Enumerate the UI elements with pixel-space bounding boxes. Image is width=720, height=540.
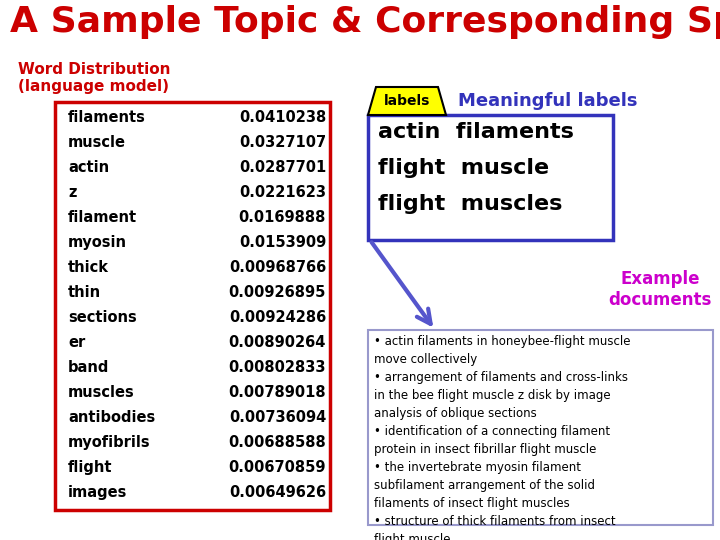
Text: 0.0221623: 0.0221623 [239,185,326,200]
Text: filaments: filaments [68,110,146,125]
Text: muscles: muscles [68,385,135,400]
Text: 0.00926895: 0.00926895 [229,285,326,300]
Text: band: band [68,360,109,375]
Text: z: z [68,185,76,200]
Text: myofibrils: myofibrils [68,435,150,450]
Text: thick: thick [68,260,109,275]
Text: muscle: muscle [68,135,126,150]
Text: A Sample Topic & Corresponding Space: A Sample Topic & Corresponding Space [10,5,720,39]
Text: sections: sections [68,310,137,325]
Polygon shape [368,87,446,115]
Text: myosin: myosin [68,235,127,250]
Text: antibodies: antibodies [68,410,156,425]
Text: 0.00649626: 0.00649626 [229,485,326,500]
Text: 0.00968766: 0.00968766 [229,260,326,275]
Bar [368,330,713,525]
Text: 0.00789018: 0.00789018 [228,385,326,400]
Text: flight  muscle: flight muscle [378,158,549,178]
Text: Example
documents: Example documents [608,270,711,309]
Text: Word Distribution
(language model): Word Distribution (language model) [18,62,171,94]
Text: 0.00802833: 0.00802833 [228,360,326,375]
Text: thin: thin [68,285,101,300]
Text: actin: actin [68,160,109,175]
Text: 0.00670859: 0.00670859 [228,460,326,475]
Text: 0.00688588: 0.00688588 [228,435,326,450]
Bar [55,102,330,510]
Bar [368,115,613,240]
Text: flight: flight [68,460,112,475]
Text: images: images [68,485,127,500]
Text: • actin filaments in honeybee-flight muscle
move collectively
• arrangement of f: • actin filaments in honeybee-flight mus… [374,335,631,540]
Text: 0.0287701: 0.0287701 [239,160,326,175]
Text: 0.00924286: 0.00924286 [229,310,326,325]
Text: actin  filaments: actin filaments [378,122,574,142]
Text: 0.0153909: 0.0153909 [239,235,326,250]
Text: 0.0327107: 0.0327107 [239,135,326,150]
Text: 0.0410238: 0.0410238 [239,110,326,125]
Text: 0.00736094: 0.00736094 [229,410,326,425]
Text: er: er [68,335,85,350]
Text: 0.0169888: 0.0169888 [238,210,326,225]
Text: Meaningful labels: Meaningful labels [458,92,637,110]
Text: labels: labels [384,94,430,108]
Text: filament: filament [68,210,137,225]
Text: 0.00890264: 0.00890264 [229,335,326,350]
Text: flight  muscles: flight muscles [378,194,562,214]
